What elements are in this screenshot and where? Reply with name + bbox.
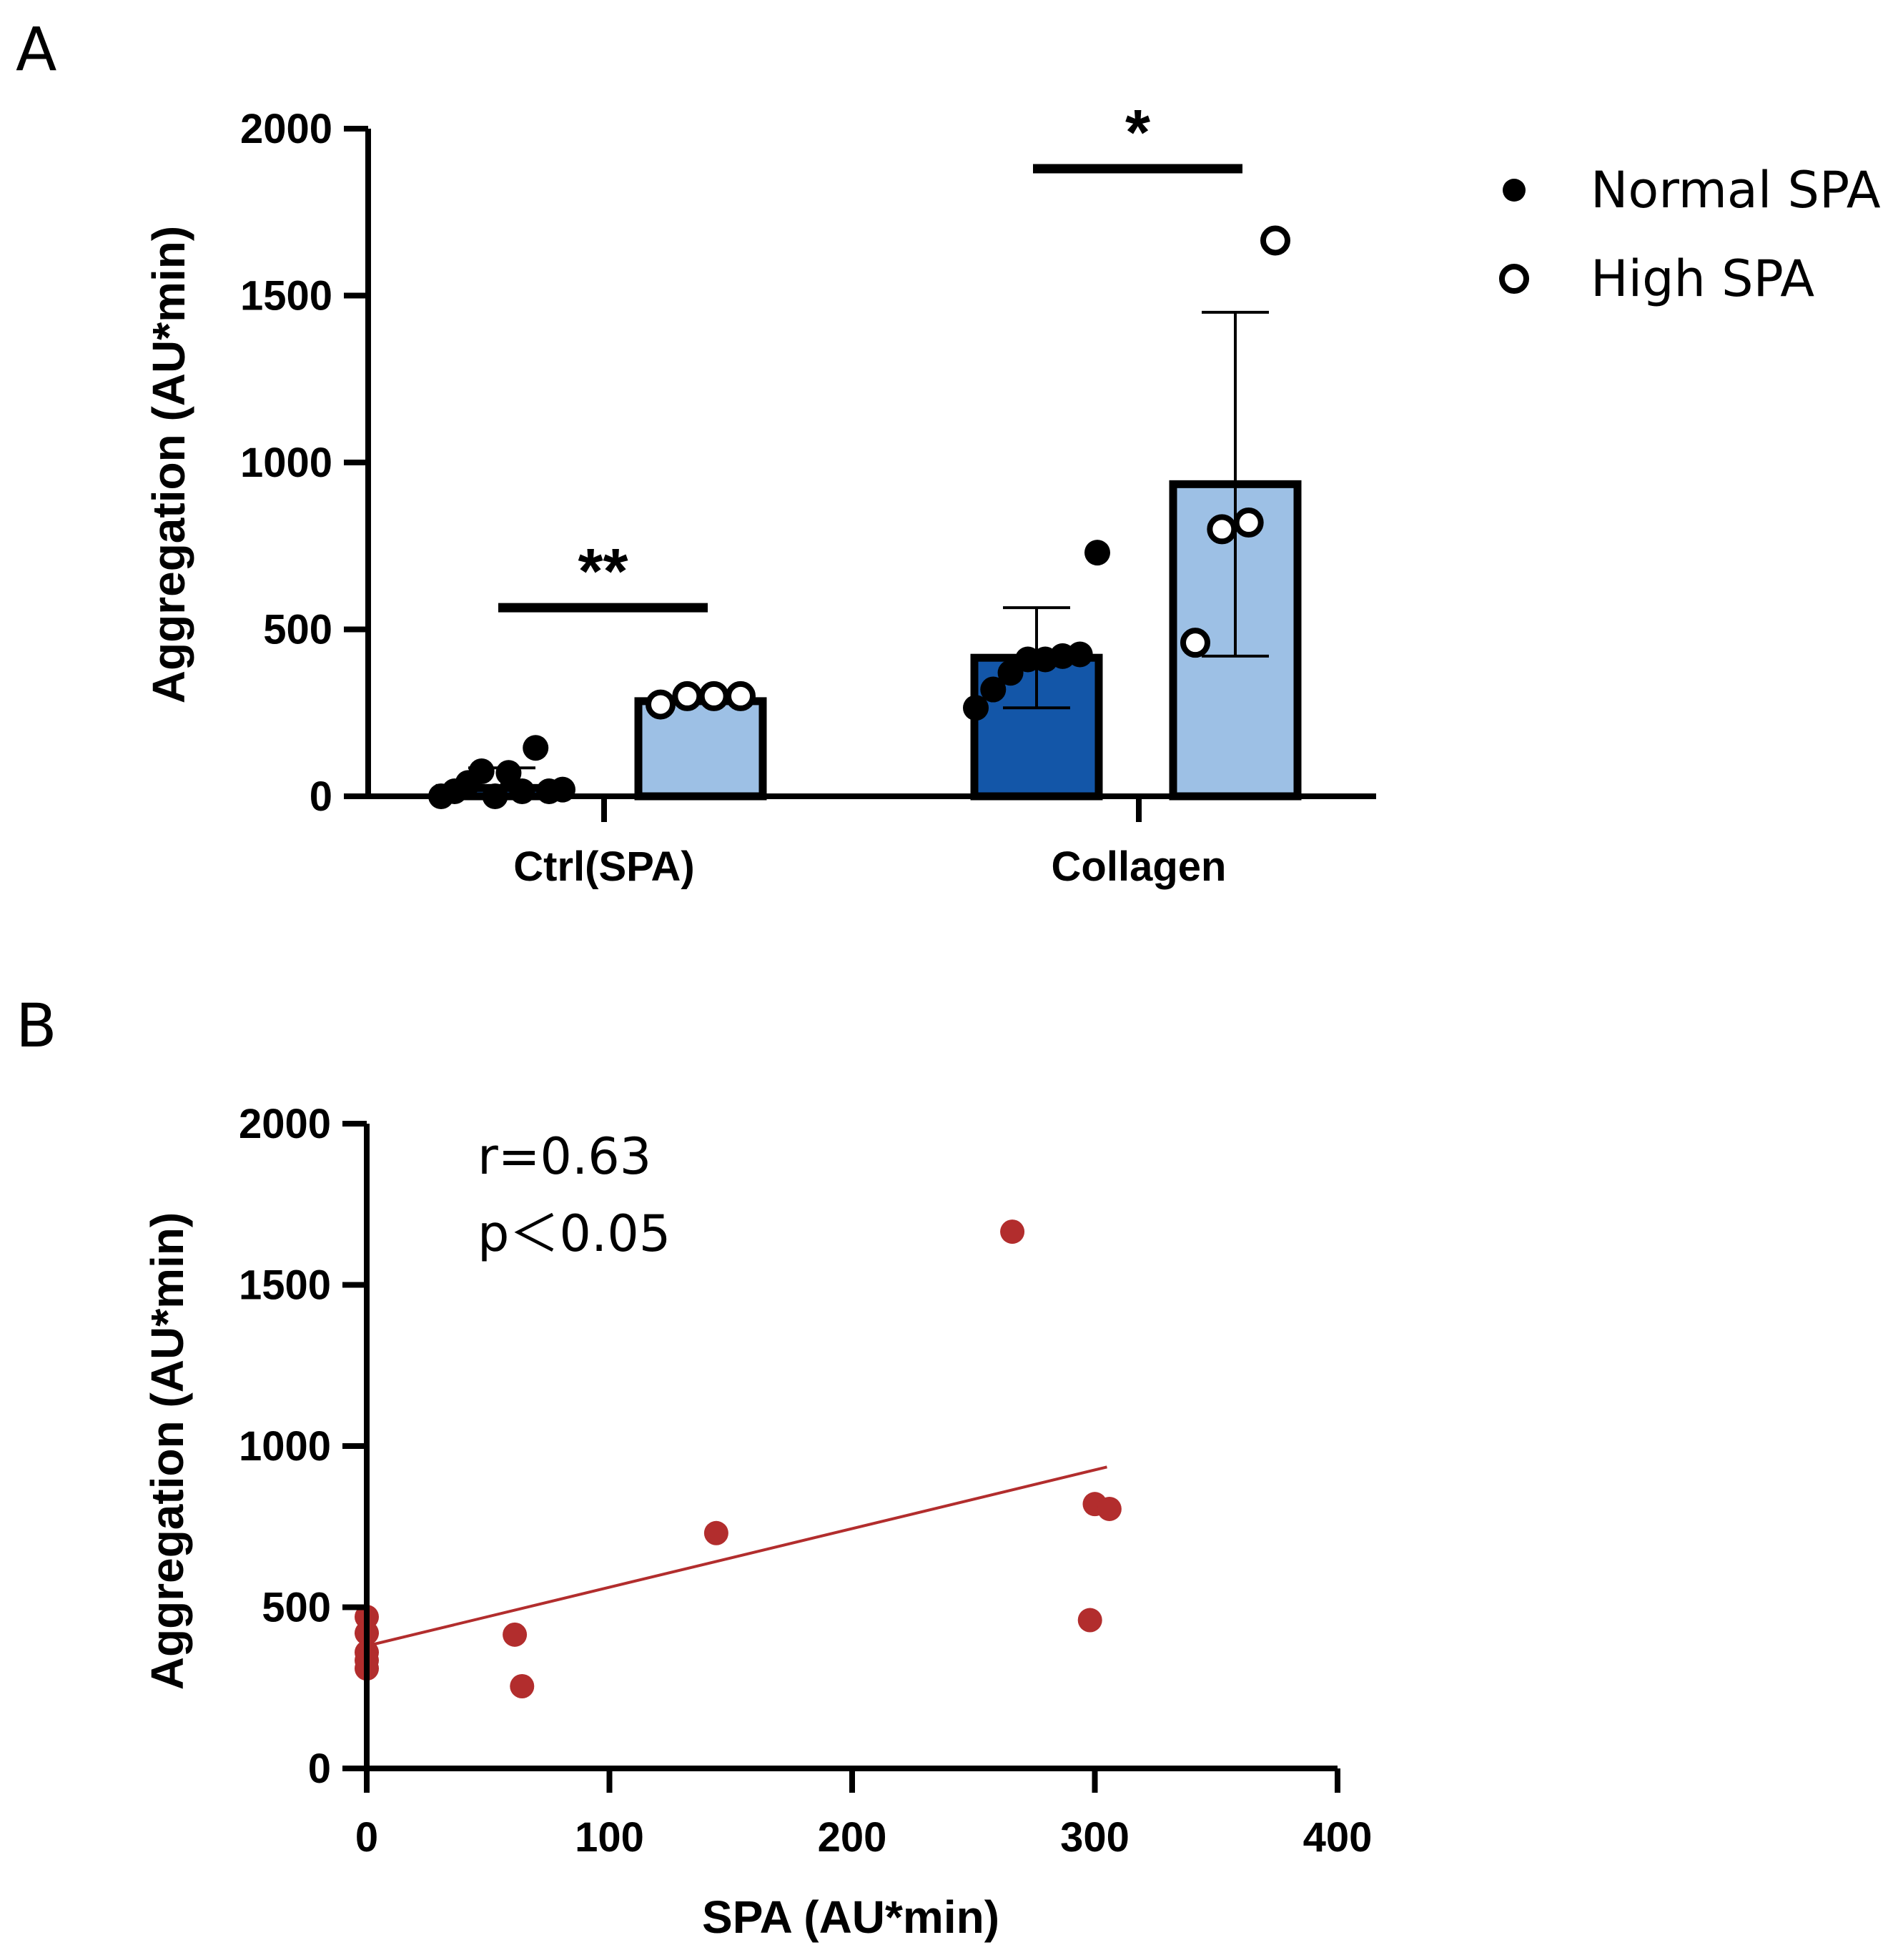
data-point-high-spa <box>646 689 676 720</box>
x-categories-a: Ctrl(SPA) Collagen <box>513 796 1226 890</box>
x-tick-label-b: 0 <box>355 1814 378 1861</box>
y-ticks-a: 0 500 1000 1500 2000 <box>240 106 368 820</box>
significance-label: ** <box>578 536 628 608</box>
scatter-point <box>1077 1608 1102 1633</box>
panel-b-label: B <box>16 991 57 1061</box>
data-point-high-spa <box>1233 508 1264 538</box>
y-tick-label-b: 1000 <box>239 1423 331 1470</box>
y-tick-label-a: 2000 <box>240 106 332 152</box>
points-layer <box>428 225 1290 809</box>
y-axis-title-a: Aggregation (AU*min) <box>143 226 194 703</box>
legend-marker-normal-spa <box>1503 179 1526 202</box>
x-tick-label-b: 100 <box>575 1814 644 1861</box>
legend: Normal SPA High SPA <box>1499 161 1881 308</box>
y-tick-label-a: 1500 <box>240 273 332 320</box>
data-point-normal-spa <box>495 760 522 786</box>
y-tick-label-b: 0 <box>308 1746 331 1792</box>
data-point-high-spa <box>726 680 756 711</box>
data-point-high-spa <box>672 680 703 711</box>
x-axis-title-b: SPA (AU*min) <box>702 1891 999 1943</box>
data-point-normal-spa <box>963 695 989 721</box>
y-tick-label-b: 500 <box>262 1585 331 1631</box>
data-point-normal-spa <box>468 758 495 784</box>
x-tick-label-b: 200 <box>818 1814 887 1861</box>
significance-layer: *** <box>498 97 1242 613</box>
significance-label: * <box>1125 97 1150 169</box>
x-tick-label-b: 400 <box>1303 1814 1373 1861</box>
regression-line <box>366 1465 1107 1648</box>
y-tick-label-b: 1500 <box>239 1262 331 1309</box>
data-point-normal-spa <box>997 660 1024 686</box>
y-tick-label-b: 2000 <box>239 1101 331 1147</box>
scatter-point <box>510 1673 535 1698</box>
data-point-normal-spa <box>1067 641 1093 668</box>
legend-label-high-spa: High SPA <box>1591 249 1814 308</box>
category-label: Collagen <box>1052 843 1227 890</box>
legend-label-normal-spa: Normal SPA <box>1591 161 1881 219</box>
data-point-high-spa <box>1180 628 1210 658</box>
y-axis-title-b: Aggregation (AU*min) <box>142 1212 193 1690</box>
scatter-point <box>1097 1496 1122 1521</box>
data-point-normal-spa <box>980 676 1007 703</box>
panel-a-label: A <box>16 14 56 84</box>
y-tick-label-a: 500 <box>263 607 332 653</box>
y-tick-label-a: 0 <box>310 773 332 820</box>
data-point-high-spa <box>1207 514 1237 545</box>
legend-marker-high-spa <box>1499 264 1529 294</box>
x-ticks-b: 0 100 200 300 400 <box>355 1768 1373 1861</box>
data-point-high-spa <box>1260 225 1290 256</box>
data-point-normal-spa <box>523 735 549 761</box>
x-tick-label-b: 300 <box>1060 1814 1130 1861</box>
data-point-normal-spa <box>1084 540 1110 566</box>
correlation-coefficient: r=0.63 <box>478 1127 651 1186</box>
category-label: Ctrl(SPA) <box>513 843 694 890</box>
scatter-point <box>1000 1219 1025 1244</box>
scatter-point <box>703 1520 728 1545</box>
y-ticks-b: 0 500 1000 1500 2000 <box>239 1101 367 1792</box>
scatter-point <box>503 1622 528 1647</box>
data-point-normal-spa <box>509 778 535 804</box>
scatter-points-layer <box>355 1219 1122 1698</box>
data-point-high-spa <box>698 680 729 711</box>
p-value: p＜0.05 <box>478 1204 671 1263</box>
fit-line-layer <box>366 1465 1107 1648</box>
bars-layer <box>435 480 1302 801</box>
y-tick-label-a: 1000 <box>240 440 332 486</box>
